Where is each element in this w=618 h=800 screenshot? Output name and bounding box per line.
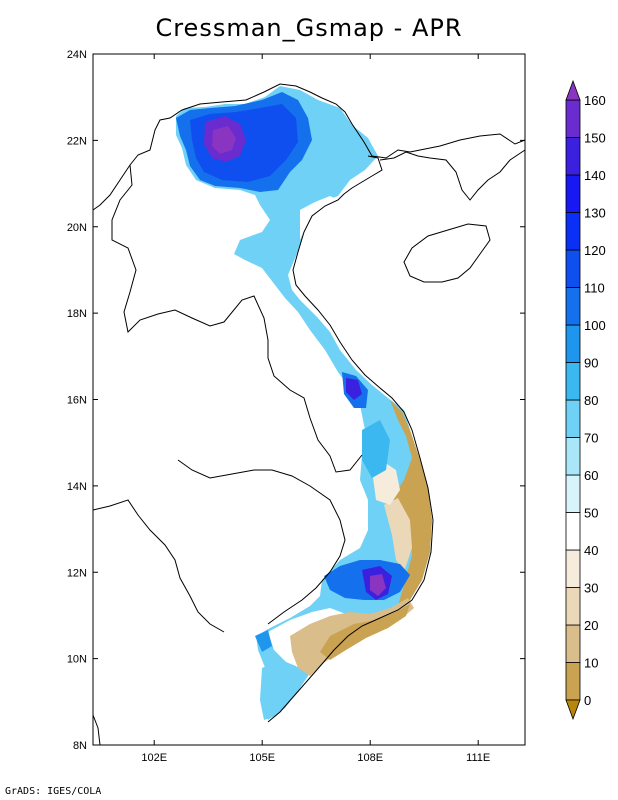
precipitation-field [176, 86, 432, 720]
colorbar-label: 50 [584, 506, 598, 521]
laos-border [111, 164, 363, 473]
x-tick-label: 111E [466, 752, 490, 764]
x-tick-label: 108E [357, 752, 383, 764]
y-tick-label: 16N [67, 395, 87, 407]
colorbar-label: 110 [584, 281, 605, 296]
china-border [92, 83, 526, 211]
colorbar-swatch [565, 549, 581, 588]
colorbar-swatch [565, 624, 581, 663]
y-tick-label: 14N [67, 481, 87, 493]
colorbar-swatch [565, 99, 581, 138]
colorbar-label: 70 [584, 431, 598, 446]
colorbar-label: 20 [584, 618, 598, 633]
colorbar-label: 80 [584, 393, 598, 408]
colorbar-swatch [565, 512, 581, 551]
colorbar-swatch [565, 137, 581, 176]
colorbar-swatch [565, 212, 581, 251]
precip-central-coast-tan [390, 400, 432, 612]
y-tick-label: 22N [67, 135, 87, 147]
x-tick-label: 105E [249, 752, 275, 764]
hainan-island [403, 223, 491, 283]
colorbar-label: 130 [584, 206, 606, 221]
colorbar-label: 0 [584, 693, 591, 708]
x-axis: 102E 105E 108E 111E [141, 54, 490, 764]
gulf-thailand-coast [92, 714, 101, 746]
colorbar-swatch [565, 662, 581, 701]
y-tick-label: 8N [73, 740, 87, 752]
vietnam-coastline [267, 155, 434, 723]
colorbar-label: 100 [584, 318, 606, 333]
colorbar: 0 10 20 30 40 50 60 70 80 90 100 110 120 130 140 150 160 [565, 79, 606, 721]
thailand-border [92, 499, 225, 633]
colorbar-swatch [565, 324, 581, 363]
y-tick-label: 24N [67, 49, 87, 61]
colorbar-swatch [565, 399, 581, 438]
china-coast-east [379, 149, 526, 201]
y-axis: 8N 10N 12N 14N 16N 18N 20N 22N 24N [67, 49, 525, 752]
precip-central-coast-light [384, 498, 412, 572]
colorbar-label: 150 [584, 131, 606, 146]
precip-southtip-heavy [255, 630, 272, 652]
precip-north-coast-white [300, 196, 338, 240]
colorbar-swatch [565, 587, 581, 626]
colorbar-swatch [565, 287, 581, 326]
map-title: Cressman_Gsmap - APR [155, 14, 463, 42]
y-tick-label: 12N [67, 567, 87, 579]
colorbar-swatch [565, 437, 581, 476]
colorbar-label: 10 [584, 656, 598, 671]
precip-south-peak [370, 574, 386, 596]
colorbar-swatch [565, 174, 581, 213]
colorbar-label: 120 [584, 243, 606, 258]
precip-north-peak [212, 126, 236, 154]
precip-central-core [346, 378, 362, 400]
colorbar-label: 140 [584, 168, 606, 183]
colorbar-label: 90 [584, 356, 598, 371]
colorbar-min-triangle [565, 699, 581, 721]
colorbar-swatch [565, 249, 581, 288]
colorbar-label: 160 [584, 93, 606, 108]
colorbar-label: 40 [584, 543, 598, 558]
y-tick-label: 20N [67, 222, 87, 234]
cambodia-border [177, 459, 346, 625]
colorbar-label: 60 [584, 468, 598, 483]
precip-highland-mid [362, 420, 390, 478]
x-tick-label: 102E [141, 752, 167, 764]
precip-delta-darktan [320, 604, 410, 660]
y-tick-label: 18N [67, 308, 87, 320]
precip-delta-south-blue [260, 660, 302, 720]
colorbar-max-triangle [565, 79, 581, 101]
colorbar-swatch [565, 474, 581, 513]
y-tick-label: 10N [67, 654, 87, 666]
grads-credit: GrADS: IGES/COLA [5, 786, 102, 797]
colorbar-swatch [565, 362, 581, 401]
coastlines-borders [92, 83, 526, 746]
colorbar-label: 30 [584, 581, 598, 596]
